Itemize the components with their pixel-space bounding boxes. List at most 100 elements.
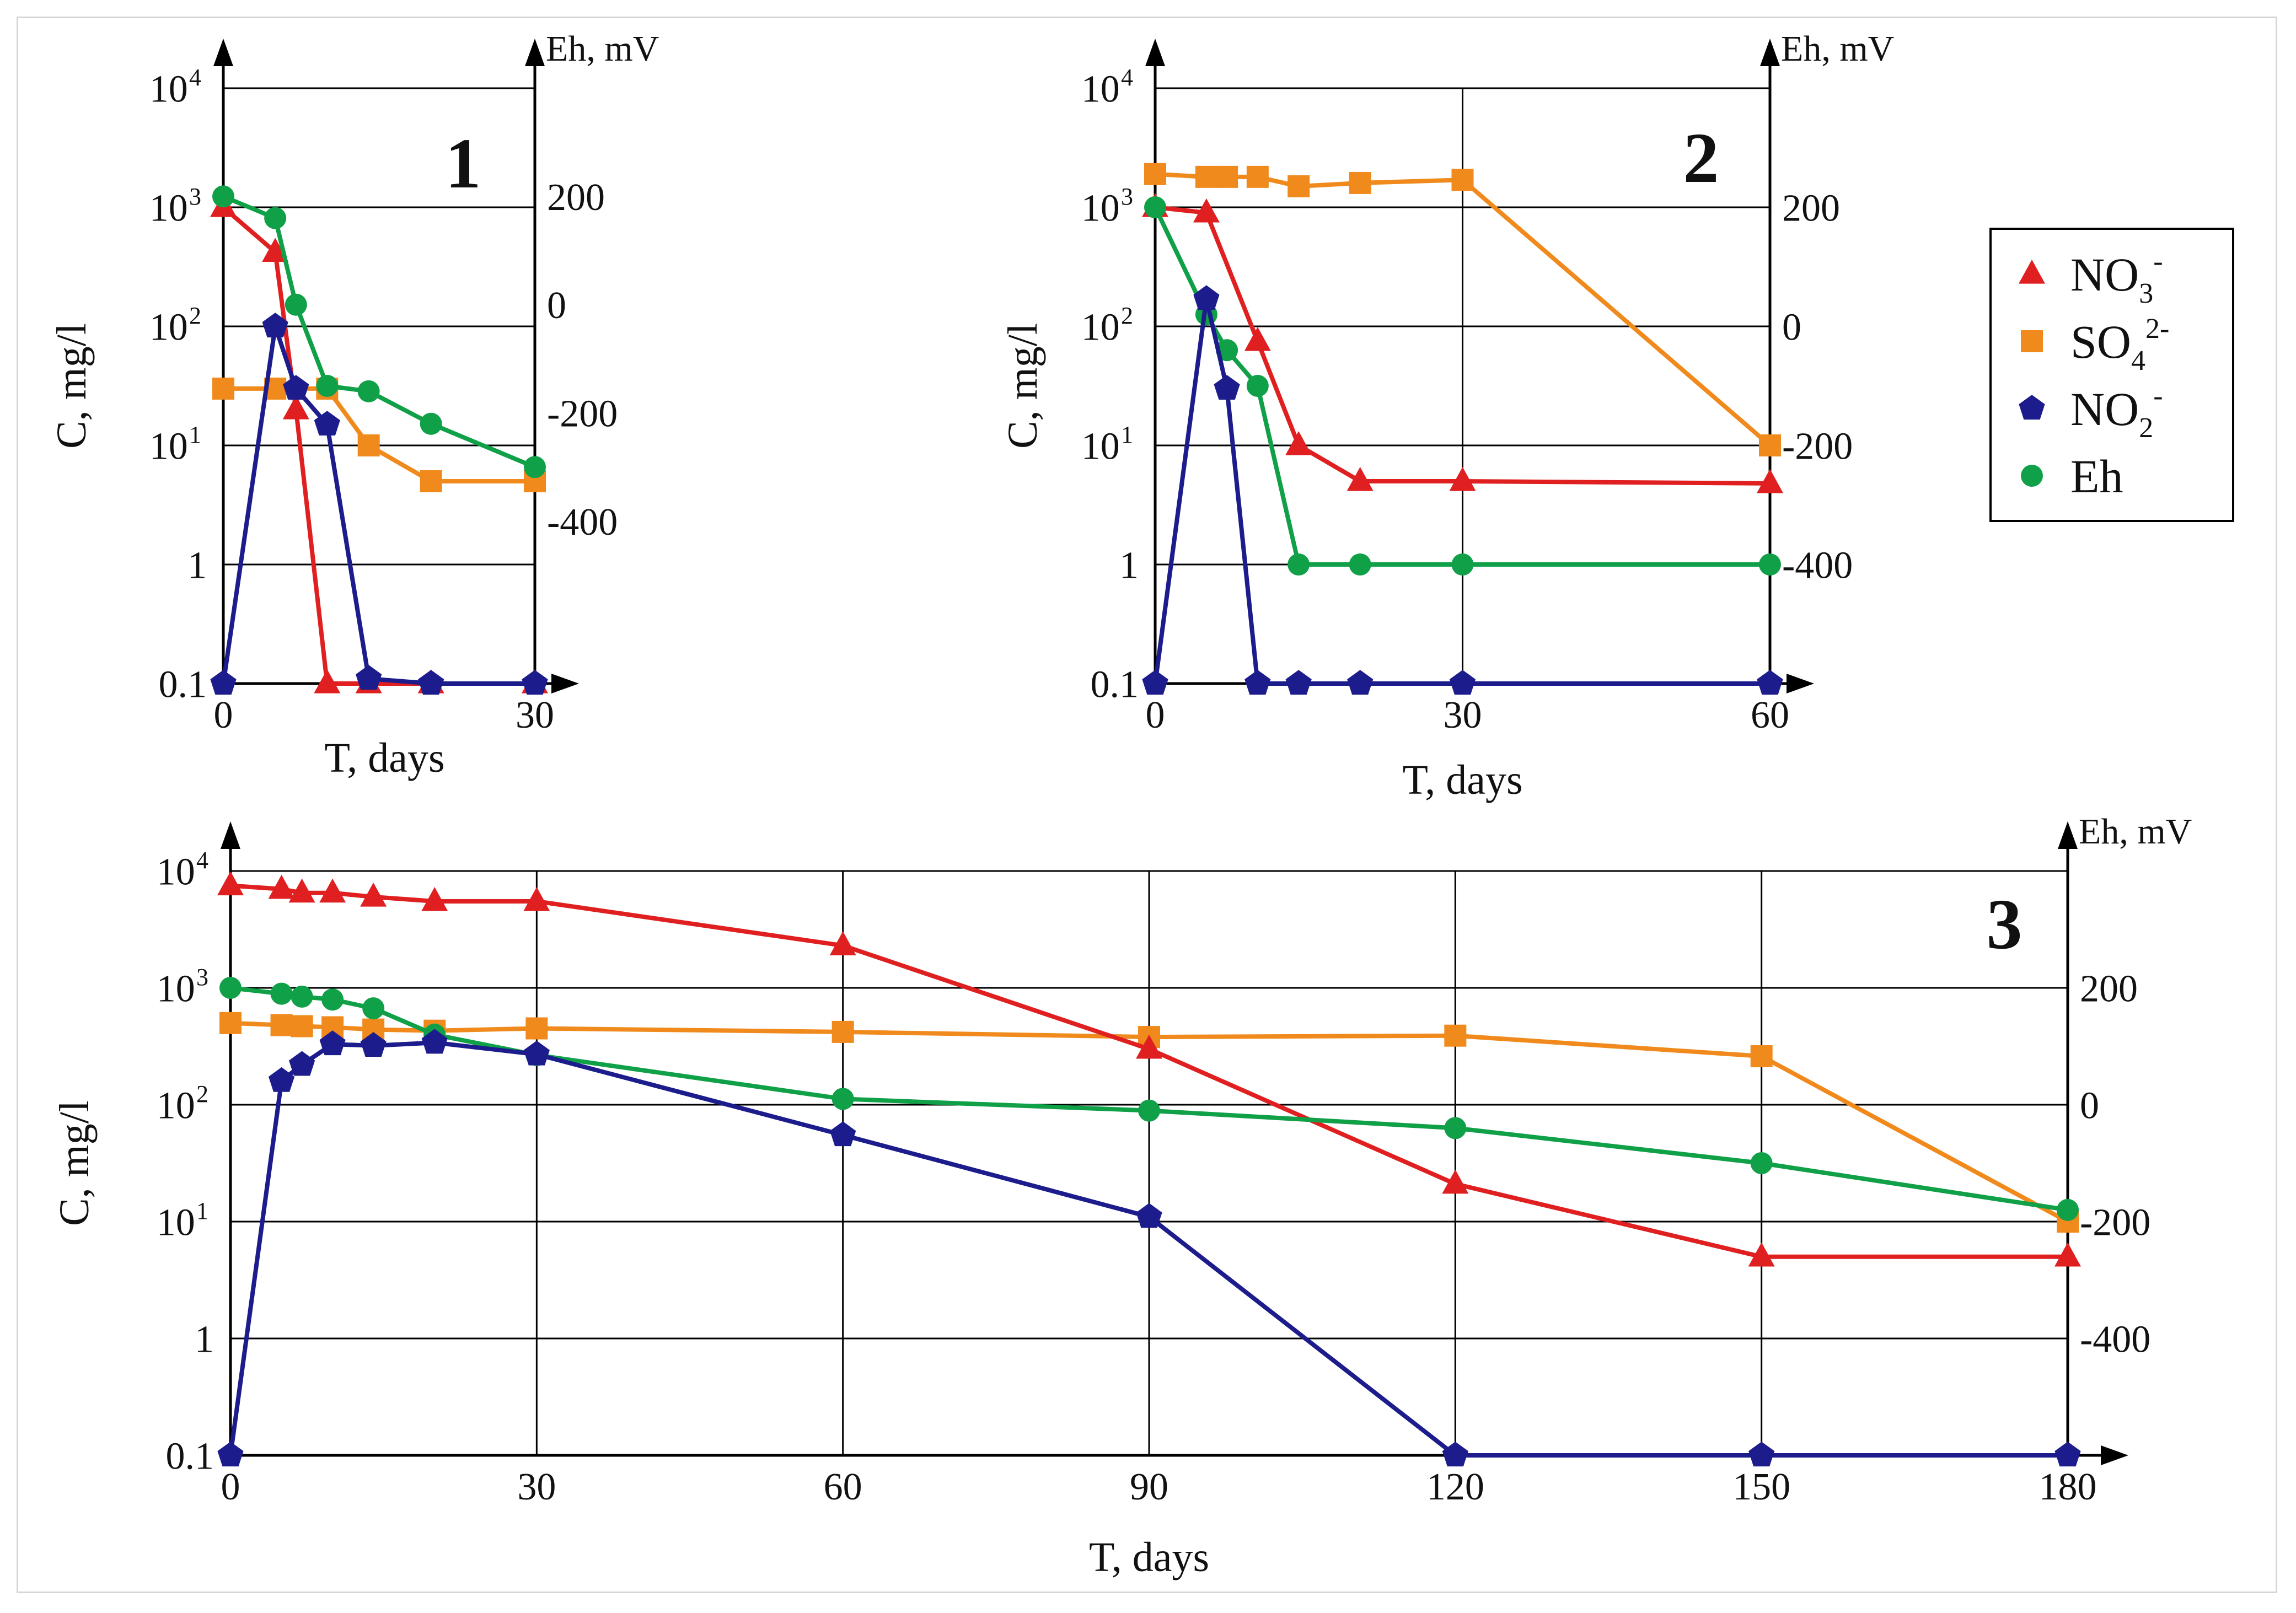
data-point-NO2 (1142, 670, 1168, 695)
y-tick-label: 10 4 (1081, 64, 1133, 110)
series-Eh (219, 977, 2079, 1221)
legend-label-SO4: SO42- (2070, 313, 2169, 377)
data-point-Eh (212, 185, 234, 208)
y-axis-title: C, mg/l (1000, 323, 1046, 449)
data-point-NO3 (314, 669, 341, 693)
data-point-NO2 (1136, 1203, 1162, 1228)
y-tick-label: 10 3 (157, 964, 208, 1010)
y-tick-label: 10 3 (149, 183, 201, 229)
data-point-SO4 (420, 470, 442, 493)
data-point-NO3 (288, 878, 315, 903)
y-tick-exponent: 3 (189, 183, 201, 210)
data-point-SO4 (1144, 163, 1166, 185)
data-point-SO4 (291, 1015, 313, 1037)
data-point-NO2 (1285, 670, 1312, 695)
y-axis-right-arrow (525, 39, 545, 66)
data-point-NO3 (217, 871, 244, 896)
data-point-NO3 (282, 395, 309, 420)
data-point-SO4 (1288, 175, 1310, 197)
data-point-Eh (1246, 375, 1269, 397)
y-tick-exponent: 4 (1121, 64, 1133, 91)
y-tick-exponent: 3 (1121, 183, 1133, 210)
data-point-NO3 (268, 874, 295, 899)
x-tick-label: 150 (1732, 1466, 1790, 1508)
y-tick-exponent: 2 (1121, 302, 1133, 329)
y2-tick-label: -400 (1782, 545, 1853, 587)
x-axis-arrow (1787, 674, 1814, 693)
panel-number: 2 (1683, 119, 1719, 198)
y-tick-label: 1 (1119, 545, 1139, 587)
data-point-NO2 (2054, 1442, 2081, 1467)
y-tick-base: 10 (1081, 187, 1120, 230)
y-tick-text: 1 (195, 1319, 214, 1361)
data-point-NO3 (2054, 1242, 2081, 1267)
y-tick-base: 10 (1081, 68, 1120, 111)
data-point-NO3 (523, 887, 550, 911)
y2-tick-label: 200 (2080, 968, 2138, 1010)
y-tick-exponent: 2 (189, 302, 201, 329)
x-tick-label: 90 (1130, 1466, 1168, 1508)
data-point-Eh (1288, 553, 1310, 576)
data-point-Eh (362, 997, 385, 1020)
legend-label-NO2: NO2- (2070, 380, 2163, 444)
y-axis-left-arrow (213, 39, 233, 66)
y-tick-label: 1 (187, 545, 207, 587)
data-point-NO2 (269, 1067, 295, 1092)
y-tick-label: 10 3 (1081, 183, 1133, 229)
legend: NO3-SO42-NO2- Eh (1989, 228, 2234, 522)
y2-axis-title: Eh, mV (1781, 29, 1894, 69)
y2-tick-label: 0 (2080, 1085, 2099, 1127)
x-tick-label: 0 (214, 694, 233, 736)
y2-tick-label: -200 (2080, 1202, 2150, 1244)
data-point-NO3 (1748, 1242, 1775, 1267)
x-tick-label: 30 (516, 694, 554, 736)
y-tick-label: 10 1 (149, 421, 201, 467)
data-point-NO2 (1214, 375, 1240, 400)
y-tick-exponent: 1 (196, 1197, 208, 1224)
legend-item-NO2: NO2- (2019, 380, 2163, 444)
data-point-NO3 (421, 887, 448, 911)
y-tick-base: 10 (157, 968, 195, 1010)
data-point-Eh (1138, 1099, 1160, 1122)
x-tick-label: 30 (517, 1466, 556, 1508)
y2-tick-label: 0 (1782, 307, 1801, 349)
data-point-NO2 (1442, 1442, 1468, 1467)
data-point-NO2 (356, 665, 382, 690)
data-point-NO2 (421, 1029, 448, 1054)
data-point-Eh (1349, 553, 1371, 576)
y-tick-text: 1 (1119, 545, 1139, 587)
x-tick-label: 60 (824, 1466, 862, 1508)
data-point-NO2 (262, 313, 288, 338)
data-point-Eh (357, 380, 380, 402)
x-axis-title: T, days (324, 735, 444, 781)
data-point-NO2 (523, 1040, 550, 1066)
data-point-NO2 (210, 670, 237, 695)
data-point-Eh (1451, 553, 1474, 576)
x-tick-label: 0 (1146, 694, 1165, 736)
x-axis-arrow (2101, 1445, 2128, 1465)
data-point-Eh (270, 982, 293, 1005)
y-tick-label: 0.1 (1091, 664, 1139, 706)
data-point-Eh (1144, 196, 1166, 218)
data-point-Eh (524, 456, 546, 478)
y-tick-exponent: 4 (196, 847, 208, 874)
y2-tick-label: 0 (547, 284, 566, 327)
y-tick-label: 10 2 (1081, 302, 1133, 348)
x-axis-title: T, days (1402, 757, 1522, 803)
data-point-SO4 (1246, 165, 1269, 188)
y-tick-base: 10 (149, 426, 188, 468)
y-tick-base: 10 (157, 1202, 195, 1244)
x-axis-title: T, days (1089, 1534, 1209, 1580)
y2-axis-title: Eh, mV (546, 29, 659, 69)
data-point-NO2 (522, 670, 548, 695)
data-point-NO2 (418, 670, 444, 695)
y2-tick-label: -400 (2080, 1319, 2150, 1361)
data-point-SO4 (270, 1014, 293, 1036)
y-axis-title: C, mg/l (49, 323, 95, 449)
data-point-SO4 (1451, 169, 1474, 191)
data-point-Eh (321, 988, 344, 1011)
y2-tick-label: -400 (547, 501, 618, 544)
